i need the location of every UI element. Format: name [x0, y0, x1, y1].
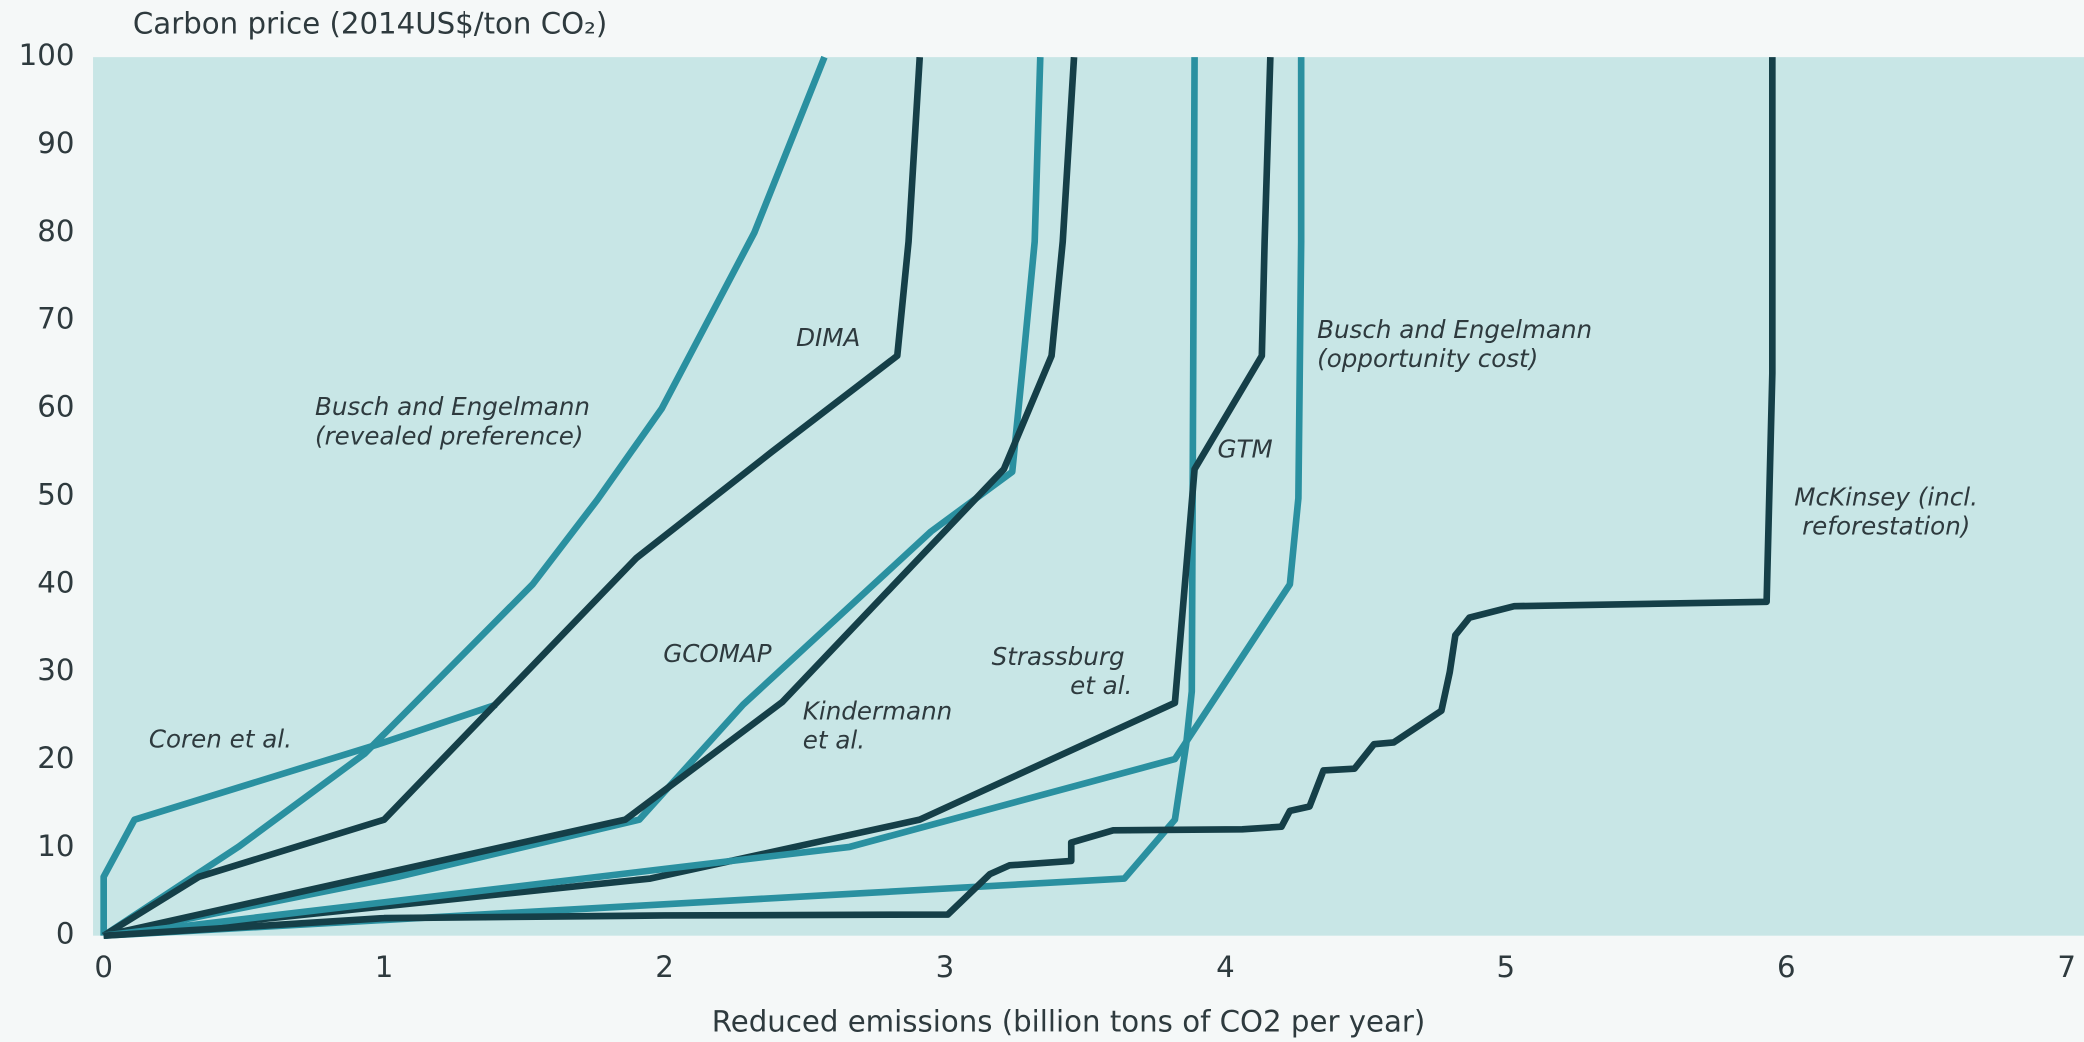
- x-tick-label: 6: [1777, 950, 1796, 984]
- x-tick-label: 3: [936, 950, 955, 984]
- series-label: DIMA: [796, 323, 860, 352]
- y-tick-label: 50: [37, 477, 74, 511]
- plot-area: [93, 57, 2084, 936]
- y-tick-label: 30: [37, 653, 74, 687]
- series-label: Strassburg et al.: [992, 642, 1133, 700]
- label-line: (revealed preference): [315, 421, 584, 450]
- y-tick-label: 80: [37, 214, 74, 248]
- line-series: [103, 57, 1305, 939]
- series-label: GTM: [1217, 435, 1272, 464]
- line-series: [102, 56, 1078, 939]
- label-line: et al.: [1070, 671, 1132, 700]
- line-series: [101, 55, 828, 939]
- label-line: et al.: [803, 726, 865, 755]
- line-series: [103, 57, 1274, 939]
- x-tick-label: 4: [1216, 950, 1235, 984]
- line-series: [103, 57, 1044, 939]
- y-tick-label: 60: [37, 390, 74, 424]
- series-label: Busch and Engelmann (revealed preference…: [315, 392, 598, 450]
- series-label: McKinsey (incl. reforestation): [1794, 482, 1978, 540]
- x-tick-label: 5: [1497, 950, 1516, 984]
- label-line: Kindermann: [803, 696, 960, 725]
- y-tick-label: 10: [37, 829, 74, 863]
- line-series: [103, 57, 1198, 939]
- label-line: (opportunity cost): [1317, 344, 1538, 373]
- y-axis-title: Carbon price (2014US$/ton CO₂): [133, 6, 607, 40]
- label-line: Busch and Engelmann: [315, 392, 598, 421]
- y-tick-label: 70: [37, 302, 74, 336]
- y-tick-label: 100: [19, 38, 75, 72]
- label-line: McKinsey (incl.: [1794, 482, 1978, 511]
- series-label: Coren et al.: [149, 724, 292, 753]
- label-line: Strassburg: [992, 642, 1133, 671]
- series-label: Kindermann et al.: [803, 696, 960, 754]
- x-axis-title: Reduced emissions (billion tons of CO2 p…: [712, 1004, 1426, 1038]
- series-label: GCOMAP: [663, 639, 772, 668]
- line-series: [103, 57, 1776, 939]
- label-line: reforestation): [1794, 512, 1970, 541]
- x-tick-label: 2: [655, 950, 674, 984]
- y-tick-label: 40: [37, 565, 74, 599]
- y-tick-label: 20: [37, 741, 74, 775]
- y-tick-label: 0: [56, 917, 75, 951]
- line-series: [101, 56, 924, 939]
- y-tick-label: 90: [37, 126, 74, 160]
- series-label: Busch and Engelmann (opportunity cost): [1317, 315, 1600, 373]
- x-tick-label: 1: [375, 950, 394, 984]
- line-series: [100, 701, 498, 936]
- x-tick-label: 7: [2057, 950, 2076, 984]
- x-tick-label: 0: [94, 950, 113, 984]
- label-line: Busch and Engelmann: [1317, 315, 1600, 344]
